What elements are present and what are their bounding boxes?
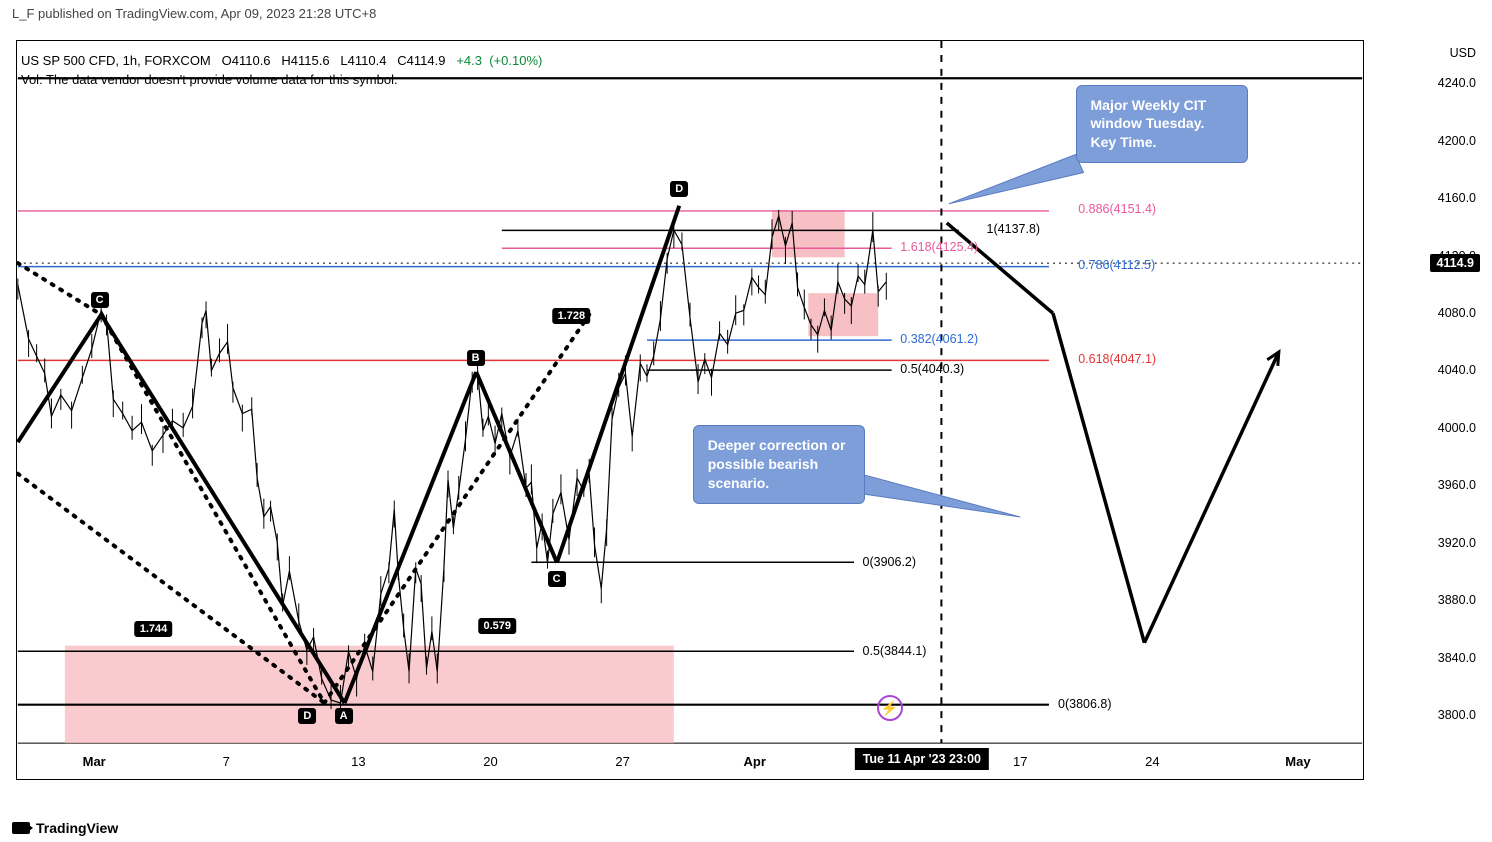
callout-cit: Major Weekly CIT window Tuesday. Key Tim… xyxy=(1076,85,1248,164)
xtick: 13 xyxy=(351,754,365,769)
fib-label: 0.618(4047.1) xyxy=(1078,352,1156,366)
ytick: 4160.0 xyxy=(1438,191,1476,205)
ohlc-c-label: C xyxy=(397,53,406,68)
ytick: 3920.0 xyxy=(1438,536,1476,550)
xtick: May xyxy=(1285,754,1310,769)
pattern-point: D xyxy=(670,181,688,197)
fib-label: 0.382(4061.2) xyxy=(900,332,978,346)
pattern-point: C xyxy=(548,571,566,587)
xtick: Mar xyxy=(83,754,106,769)
pattern-point: B xyxy=(467,350,485,366)
ohlc-chg-pct: (+0.10%) xyxy=(489,53,542,68)
tradingview-brand: TradingView xyxy=(36,820,118,836)
y-axis: USD 4240.04200.04160.04120.04080.04040.0… xyxy=(1365,40,1480,780)
ytick: 4080.0 xyxy=(1438,306,1476,320)
volume-note: Vol: The data vendor doesn't provide vol… xyxy=(21,72,542,87)
ohlc-chg: +4.3 xyxy=(456,53,482,68)
y-axis-unit: USD xyxy=(1450,46,1476,60)
price-current-marker: 4114.9 xyxy=(1430,254,1480,272)
ytick: 4040.0 xyxy=(1438,363,1476,377)
fib-label: 1(4137.8) xyxy=(987,222,1041,236)
ytick: 3880.0 xyxy=(1438,593,1476,607)
ytick: 3800.0 xyxy=(1438,708,1476,722)
xtick: 17 xyxy=(1013,754,1027,769)
time-cursor-label: Tue 11 Apr '23 23:00 xyxy=(855,748,989,770)
ohlc-l: 4110.4 xyxy=(348,53,387,68)
fib-label: 0(3906.2) xyxy=(863,555,917,569)
symbol-info: US SP 500 CFD, 1h, FORXCOM O4110.6 H4115… xyxy=(21,53,542,87)
ohlc-h-label: H xyxy=(281,53,290,68)
tradingview-footer: TradingView xyxy=(12,820,118,836)
pattern-point: 1.744 xyxy=(135,621,173,637)
ytick: 3960.0 xyxy=(1438,478,1476,492)
ytick: 3840.0 xyxy=(1438,651,1476,665)
xtick: 7 xyxy=(223,754,230,769)
callout-bear: Deeper correction or possible bearish sc… xyxy=(693,425,865,504)
pattern-point: C xyxy=(91,292,109,308)
ohlc-o-label: O xyxy=(222,53,232,68)
pattern-point: 0.579 xyxy=(478,618,516,634)
fib-label: 0.5(4040.3) xyxy=(900,362,964,376)
event-bolt-icon: ⚡ xyxy=(877,695,903,721)
xtick: 24 xyxy=(1145,754,1159,769)
pattern-point: 1.728 xyxy=(553,308,591,324)
fib-label: 0(3806.8) xyxy=(1058,697,1112,711)
fib-label: 0.5(3844.1) xyxy=(863,644,927,658)
ohlc-h: 4115.6 xyxy=(291,53,330,68)
pattern-point: A xyxy=(335,708,353,724)
tradingview-logo-icon xyxy=(12,822,30,834)
ytick: 4200.0 xyxy=(1438,134,1476,148)
fib-label: 0.886(4151.4) xyxy=(1078,202,1156,216)
xtick: 27 xyxy=(615,754,629,769)
xtick: Apr xyxy=(744,754,766,769)
ytick: 4240.0 xyxy=(1438,76,1476,90)
ytick: 4000.0 xyxy=(1438,421,1476,435)
ohlc-o: 4110.6 xyxy=(232,53,271,68)
ohlc-l-label: L xyxy=(340,53,347,68)
symbol-pair: US SP 500 CFD, 1h, FORXCOM xyxy=(21,53,211,68)
fib-label: 1.618(4125.4) xyxy=(900,240,978,254)
publish-header: L_F published on TradingView.com, Apr 09… xyxy=(12,6,376,21)
xtick: 20 xyxy=(483,754,497,769)
fib-label: 0.786(4112.5) xyxy=(1078,258,1155,272)
pattern-point: D xyxy=(298,708,316,724)
ohlc-c: 4114.9 xyxy=(407,53,446,68)
